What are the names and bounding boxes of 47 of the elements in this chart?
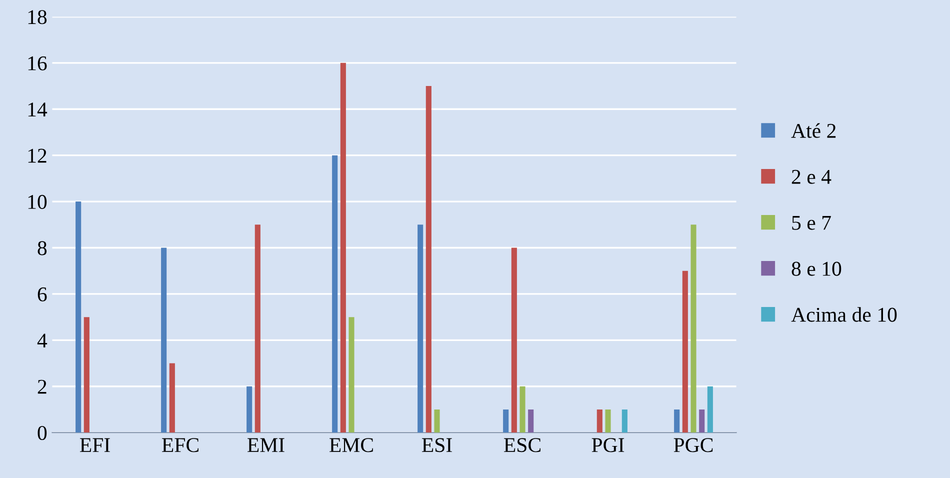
y-tick-label: 18: [28, 10, 47, 24]
bar: [605, 409, 611, 433]
bar: [520, 386, 526, 433]
y-tick-label: 4: [37, 334, 48, 348]
y-tick-label: 10: [28, 194, 47, 209]
bar: [84, 317, 90, 433]
x-tick-label: EMC: [330, 438, 373, 452]
bar: [511, 248, 517, 433]
x-tick-label: EMI: [248, 438, 284, 452]
y-tick-label: 12: [28, 148, 46, 163]
y-tick-label: 2: [38, 380, 46, 394]
bar: [707, 386, 713, 433]
bar: [340, 62, 346, 433]
y-tick-label: 0: [38, 426, 47, 440]
bar: [699, 409, 705, 433]
bar: [528, 409, 534, 433]
bar: [596, 409, 602, 433]
bar: [246, 386, 252, 433]
bar: [434, 409, 440, 433]
bar: [348, 317, 354, 433]
y-tick-label: 16: [28, 56, 47, 70]
bar: [161, 248, 167, 433]
legend-label: 2 e 4: [792, 170, 832, 184]
bar: [332, 155, 338, 433]
bar: [674, 409, 680, 433]
bar: [622, 409, 628, 433]
bar: [682, 270, 688, 433]
bar: [418, 224, 424, 433]
bar: [503, 409, 509, 433]
x-tick-label: ESI: [422, 438, 452, 452]
bar: [690, 224, 696, 433]
bar: [254, 224, 260, 433]
y-tick-label: 6: [38, 287, 47, 302]
legend-label: 5 e 7: [792, 216, 831, 230]
x-tick-label: ESC: [504, 438, 540, 452]
bar: [426, 86, 432, 433]
legend-label: Até 2: [791, 123, 836, 138]
x-tick-label: EFI: [80, 438, 110, 452]
x-tick-label: EFC: [162, 438, 198, 452]
bar: [169, 363, 175, 433]
y-tick-label: 14: [28, 102, 48, 116]
x-tick-label: PGC: [674, 438, 713, 452]
legend-label: 8 e 10: [792, 262, 842, 276]
x-tick-label: PGI: [592, 438, 624, 452]
bar: [76, 202, 82, 433]
y-tick-label: 8: [38, 241, 47, 256]
legend-label: Acima de 10: [791, 307, 897, 322]
